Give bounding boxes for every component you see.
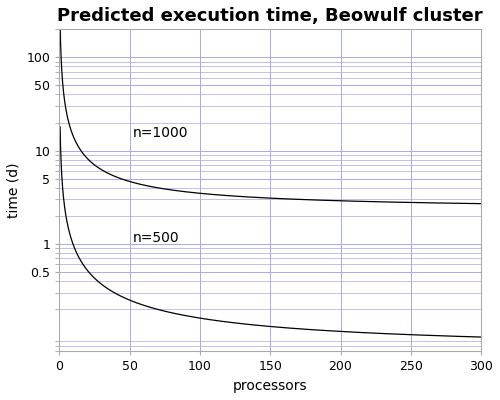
Title: Predicted execution time, Beowulf cluster: Predicted execution time, Beowulf cluste… [58, 7, 483, 25]
Text: n=500: n=500 [132, 231, 179, 245]
X-axis label: processors: processors [233, 379, 308, 393]
Text: n=1000: n=1000 [132, 126, 188, 140]
Y-axis label: time (d): time (d) [7, 163, 21, 218]
